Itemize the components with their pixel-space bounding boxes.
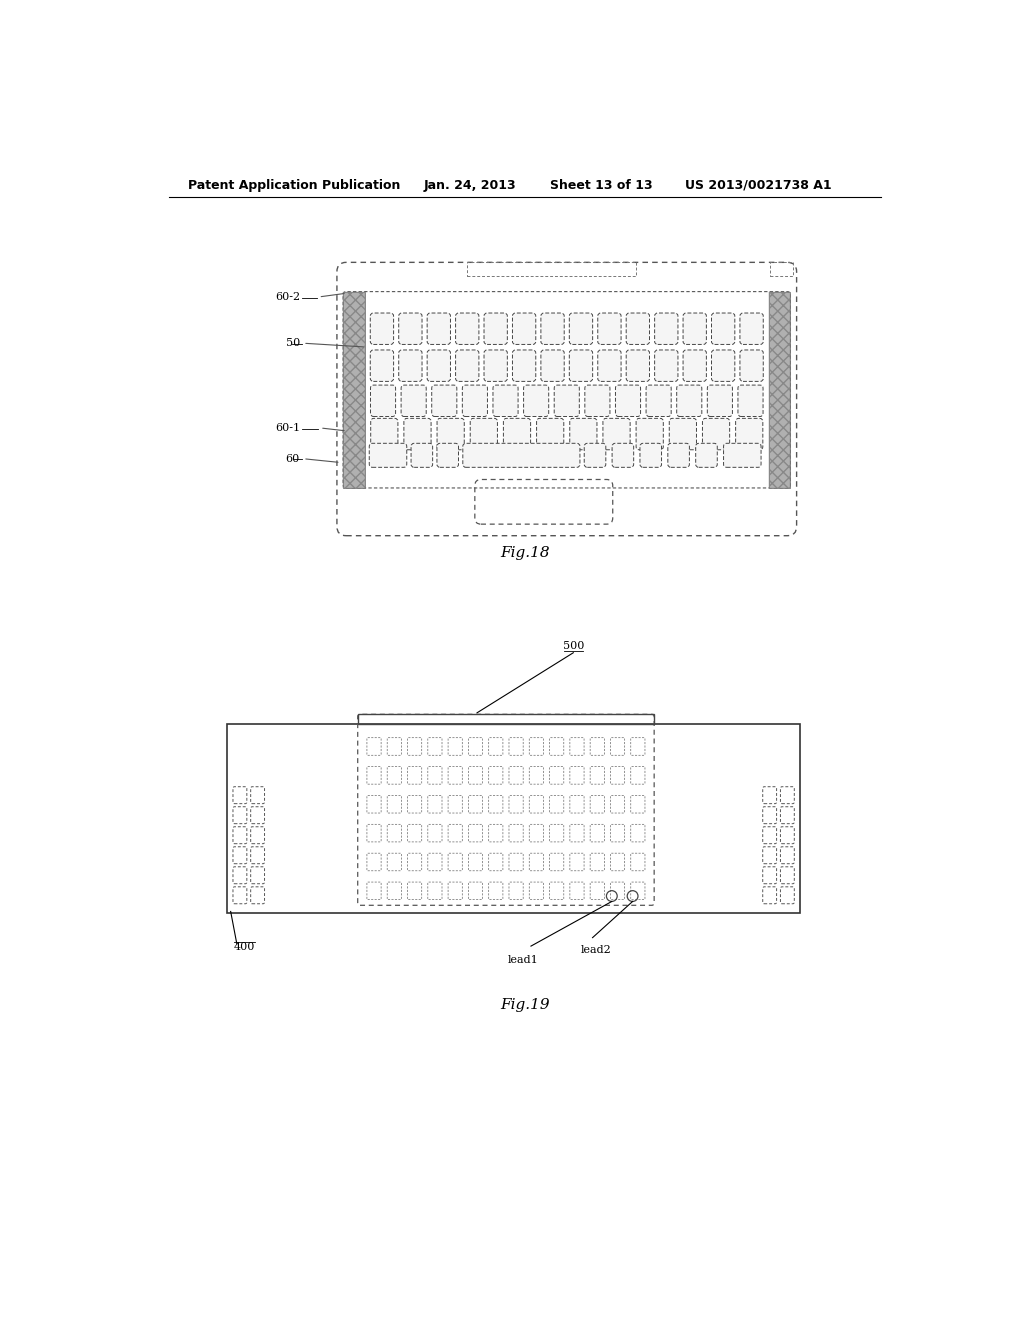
FancyBboxPatch shape: [456, 313, 479, 345]
FancyBboxPatch shape: [427, 350, 451, 381]
Text: 60-1: 60-1: [274, 422, 300, 433]
FancyBboxPatch shape: [403, 418, 431, 450]
Text: 500: 500: [562, 642, 584, 651]
FancyBboxPatch shape: [463, 444, 580, 467]
Bar: [467, 263, 636, 276]
FancyBboxPatch shape: [677, 385, 701, 417]
FancyBboxPatch shape: [683, 313, 707, 345]
FancyBboxPatch shape: [427, 313, 451, 345]
Bar: [770, 263, 793, 276]
Text: Jan. 24, 2013: Jan. 24, 2013: [423, 178, 516, 191]
FancyBboxPatch shape: [585, 444, 606, 467]
FancyBboxPatch shape: [654, 350, 678, 381]
FancyBboxPatch shape: [371, 350, 393, 381]
FancyBboxPatch shape: [537, 418, 564, 450]
FancyBboxPatch shape: [712, 313, 735, 345]
FancyBboxPatch shape: [541, 313, 564, 345]
FancyBboxPatch shape: [627, 313, 649, 345]
Bar: [226, 725, 801, 913]
FancyBboxPatch shape: [569, 350, 593, 381]
FancyBboxPatch shape: [411, 444, 432, 467]
Text: Fig.19: Fig.19: [500, 998, 550, 1012]
FancyBboxPatch shape: [569, 313, 593, 345]
Bar: [769, 292, 791, 488]
FancyBboxPatch shape: [735, 418, 763, 450]
FancyBboxPatch shape: [437, 444, 459, 467]
FancyBboxPatch shape: [398, 313, 422, 345]
FancyBboxPatch shape: [569, 418, 597, 450]
FancyBboxPatch shape: [398, 350, 422, 381]
FancyBboxPatch shape: [484, 313, 507, 345]
Text: lead1: lead1: [508, 956, 539, 965]
FancyBboxPatch shape: [598, 313, 622, 345]
FancyBboxPatch shape: [371, 313, 393, 345]
FancyBboxPatch shape: [712, 350, 735, 381]
FancyBboxPatch shape: [523, 385, 549, 417]
FancyBboxPatch shape: [646, 385, 671, 417]
FancyBboxPatch shape: [401, 385, 426, 417]
FancyBboxPatch shape: [370, 444, 407, 467]
Text: Fig.18: Fig.18: [500, 545, 550, 560]
FancyBboxPatch shape: [627, 350, 649, 381]
FancyBboxPatch shape: [738, 385, 763, 417]
Text: 50: 50: [286, 338, 300, 348]
Bar: [357, 714, 654, 725]
FancyBboxPatch shape: [437, 418, 464, 450]
FancyBboxPatch shape: [603, 418, 630, 450]
FancyBboxPatch shape: [432, 385, 457, 417]
FancyBboxPatch shape: [702, 418, 730, 450]
FancyBboxPatch shape: [615, 385, 641, 417]
Bar: [769, 292, 791, 488]
FancyBboxPatch shape: [668, 444, 689, 467]
FancyBboxPatch shape: [740, 350, 763, 381]
FancyBboxPatch shape: [463, 385, 487, 417]
Text: 60: 60: [286, 454, 300, 463]
FancyBboxPatch shape: [493, 385, 518, 417]
FancyBboxPatch shape: [636, 418, 664, 450]
FancyBboxPatch shape: [640, 444, 662, 467]
Text: US 2013/0021738 A1: US 2013/0021738 A1: [685, 178, 831, 191]
FancyBboxPatch shape: [740, 313, 763, 345]
Text: Patent Application Publication: Patent Application Publication: [188, 178, 400, 191]
FancyBboxPatch shape: [371, 385, 395, 417]
FancyBboxPatch shape: [695, 444, 717, 467]
FancyBboxPatch shape: [612, 444, 634, 467]
Bar: [343, 292, 365, 488]
FancyBboxPatch shape: [512, 350, 536, 381]
FancyBboxPatch shape: [456, 350, 479, 381]
Text: 60-2: 60-2: [274, 292, 300, 302]
Text: lead2: lead2: [581, 945, 611, 956]
FancyBboxPatch shape: [554, 385, 580, 417]
FancyBboxPatch shape: [541, 350, 564, 381]
FancyBboxPatch shape: [470, 418, 498, 450]
FancyBboxPatch shape: [670, 418, 696, 450]
Text: 400: 400: [233, 942, 255, 952]
FancyBboxPatch shape: [654, 313, 678, 345]
FancyBboxPatch shape: [504, 418, 530, 450]
FancyBboxPatch shape: [683, 350, 707, 381]
FancyBboxPatch shape: [585, 385, 610, 417]
FancyBboxPatch shape: [598, 350, 622, 381]
FancyBboxPatch shape: [708, 385, 732, 417]
FancyBboxPatch shape: [724, 444, 761, 467]
Text: Sheet 13 of 13: Sheet 13 of 13: [550, 178, 653, 191]
Bar: [343, 292, 365, 488]
FancyBboxPatch shape: [371, 418, 398, 450]
FancyBboxPatch shape: [484, 350, 507, 381]
FancyBboxPatch shape: [512, 313, 536, 345]
